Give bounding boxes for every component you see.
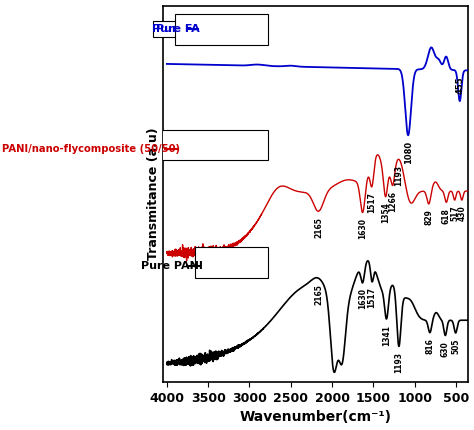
Text: 618: 618 xyxy=(442,208,451,224)
Text: 2165: 2165 xyxy=(314,284,323,304)
Text: 1193: 1193 xyxy=(394,352,403,373)
Text: PANI/nano-flycomposite (50/50): PANI/nano-flycomposite (50/50) xyxy=(2,144,180,154)
Bar xyxy=(146,130,268,160)
Text: 1630: 1630 xyxy=(358,289,367,309)
Text: Pure FA: Pure FA xyxy=(152,24,200,34)
Text: 1080: 1080 xyxy=(404,141,413,164)
Y-axis label: Transmitance (a.u): Transmitance (a.u) xyxy=(147,128,160,260)
Text: 517: 517 xyxy=(450,206,459,221)
Text: 816: 816 xyxy=(426,338,435,354)
Text: 829: 829 xyxy=(424,209,433,225)
Text: 1630: 1630 xyxy=(358,218,367,239)
Text: 1517: 1517 xyxy=(367,287,376,308)
Text: 630: 630 xyxy=(441,341,450,357)
Text: 430: 430 xyxy=(457,206,466,221)
Text: Pure PANI: Pure PANI xyxy=(141,261,203,271)
Text: 1266: 1266 xyxy=(388,191,397,212)
Text: 2165: 2165 xyxy=(314,217,323,238)
Text: 1193: 1193 xyxy=(394,165,403,186)
Text: 1354: 1354 xyxy=(381,202,390,223)
Text: 505: 505 xyxy=(451,338,460,354)
Text: 1517: 1517 xyxy=(367,192,376,213)
Bar xyxy=(195,247,268,277)
Text: 455: 455 xyxy=(455,77,464,94)
Text: Pure FA: Pure FA xyxy=(156,24,204,34)
Bar xyxy=(175,14,268,45)
X-axis label: Wavenumber(cm⁻¹): Wavenumber(cm⁻¹) xyxy=(239,411,392,424)
Text: 1341: 1341 xyxy=(382,325,391,346)
